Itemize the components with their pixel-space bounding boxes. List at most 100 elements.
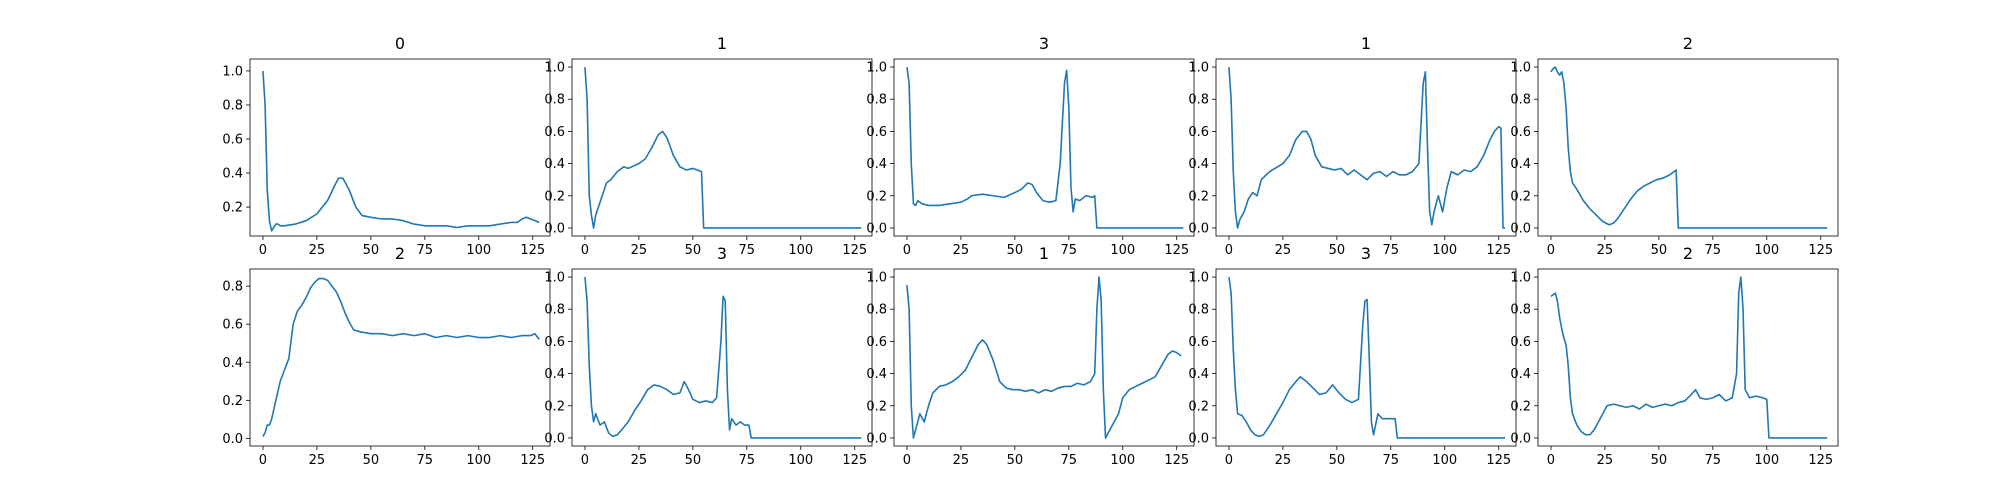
x-tick-label: 100 [788,243,813,258]
x-tick-label: 50 [363,243,380,258]
x-tick-label: 100 [1432,243,1457,258]
x-tick-label: 50 [685,453,702,468]
y-tick-label: 1.0 [1510,61,1531,76]
y-tick-label: 0.8 [1188,93,1209,108]
x-tick-label: 100 [1754,453,1779,468]
y-tick-label: 0.8 [222,98,243,113]
y-tick-label: 0.6 [1188,125,1209,140]
series-line [1550,66,1828,229]
y-tick-label: 0.8 [866,303,887,318]
x-tick-label: 75 [739,243,756,258]
y-tick-label: 0.4 [1510,157,1531,172]
subplot-title: 0 [395,34,405,53]
subplot-3: 1 0 25 50 75 100 125 0.0 0.2 0.4 0.6 0.8 1.0 [1188,34,1517,258]
y-tick-label: 0.2 [222,201,243,216]
series-line [1228,66,1506,229]
x-tick-label: 125 [520,243,545,258]
x-tick-label: 0 [1547,453,1555,468]
subplot-4: 2 0 25 50 75 100 125 0.0 0.2 0.4 0.6 0.8 1.0 [1510,34,1839,258]
series-line [262,70,540,232]
x-tick-label: 25 [1275,453,1292,468]
y-tick-label: 0.2 [1510,189,1531,204]
y-tick-label: 0.6 [866,335,887,350]
x-tick-label: 25 [953,453,970,468]
subplot-title: 1 [1039,244,1049,263]
x-tick-label: 125 [1164,453,1189,468]
x-tick-label: 0 [1547,243,1555,258]
y-tick-label: 0.8 [1510,303,1531,318]
subplot-1: 1 0 25 50 75 100 125 0.0 0.2 0.4 0.6 0.8 1.0 [544,34,873,258]
x-tick-label: 75 [739,453,756,468]
x-tick-label: 75 [417,243,434,258]
x-tick-label: 75 [1705,453,1722,468]
x-tick-label: 75 [1061,453,1078,468]
subplot-title: 3 [1039,34,1049,53]
y-tick-label: 0.6 [222,132,243,147]
x-tick-label: 125 [1808,243,1833,258]
y-tick-label: 0.8 [544,303,565,318]
y-tick-label: 0.2 [544,399,565,414]
y-tick-label: 0.8 [544,93,565,108]
y-tick-label: 0.6 [222,318,243,333]
subplot-title: 2 [1683,244,1693,263]
subplot-title: 3 [1361,244,1371,263]
x-tick-label: 50 [1329,243,1346,258]
x-tick-label: 125 [1808,453,1833,468]
x-tick-label: 125 [520,453,545,468]
subplot-9: 2 0 25 50 75 100 125 0.0 0.2 0.4 0.6 0.8 1.0 [1510,244,1839,468]
y-tick-label: 0.8 [1510,93,1531,108]
y-tick-label: 0.6 [1510,335,1531,350]
subplot-5: 2 0 25 50 75 100 125 0.0 0.2 0.4 0.6 0.8 [222,244,551,468]
x-tick-label: 50 [685,243,702,258]
y-tick-label: 0.6 [1188,335,1209,350]
y-tick-label: 0.4 [866,367,887,382]
y-tick-label: 0.0 [866,431,887,446]
y-tick-label: 0.0 [544,431,565,446]
series-line [1228,276,1506,439]
y-tick-label: 0.4 [1188,367,1209,382]
x-tick-label: 100 [466,243,491,258]
x-tick-label: 0 [259,243,267,258]
axes-frame [893,268,1195,447]
subplot-2: 3 0 25 50 75 100 125 0.0 0.2 0.4 0.6 0.8 1.0 [866,34,1195,258]
y-tick-label: 0.2 [866,399,887,414]
y-tick-label: 0.8 [222,280,243,295]
subplot-6: 3 0 25 50 75 100 125 0.0 0.2 0.4 0.6 0.8 1.0 [544,244,873,468]
x-tick-label: 50 [1007,453,1024,468]
y-tick-label: 1.0 [1188,61,1209,76]
y-tick-label: 0.0 [1188,431,1209,446]
x-tick-label: 125 [1486,453,1511,468]
y-tick-label: 0.4 [222,356,243,371]
y-tick-label: 0.2 [544,189,565,204]
x-tick-label: 50 [1007,243,1024,258]
y-tick-label: 1.0 [1188,271,1209,286]
x-tick-label: 75 [1061,243,1078,258]
series-line [584,66,862,229]
x-tick-label: 125 [842,243,867,258]
y-tick-label: 0.4 [1510,367,1531,382]
subplot-title: 2 [1683,34,1693,53]
series-line [1550,276,1828,439]
subplot-title: 2 [395,244,405,263]
x-tick-label: 50 [1651,453,1668,468]
y-tick-label: 1.0 [866,61,887,76]
y-tick-label: 1.0 [866,271,887,286]
x-tick-label: 0 [903,243,911,258]
axes-frame [249,58,551,237]
x-tick-label: 75 [1383,453,1400,468]
axes-frame [249,268,551,447]
axes-frame [1537,268,1839,447]
axes-frame [1537,58,1839,237]
x-tick-label: 125 [1486,243,1511,258]
subplot-title: 1 [1361,34,1371,53]
x-tick-label: 25 [631,243,648,258]
y-tick-label: 1.0 [544,271,565,286]
axes-frame [1215,268,1517,447]
y-tick-label: 1.0 [544,61,565,76]
y-tick-label: 1.0 [222,64,243,79]
x-tick-label: 75 [1383,243,1400,258]
y-tick-label: 0.4 [544,157,565,172]
x-tick-label: 0 [259,453,267,468]
axes-frame [571,268,873,447]
